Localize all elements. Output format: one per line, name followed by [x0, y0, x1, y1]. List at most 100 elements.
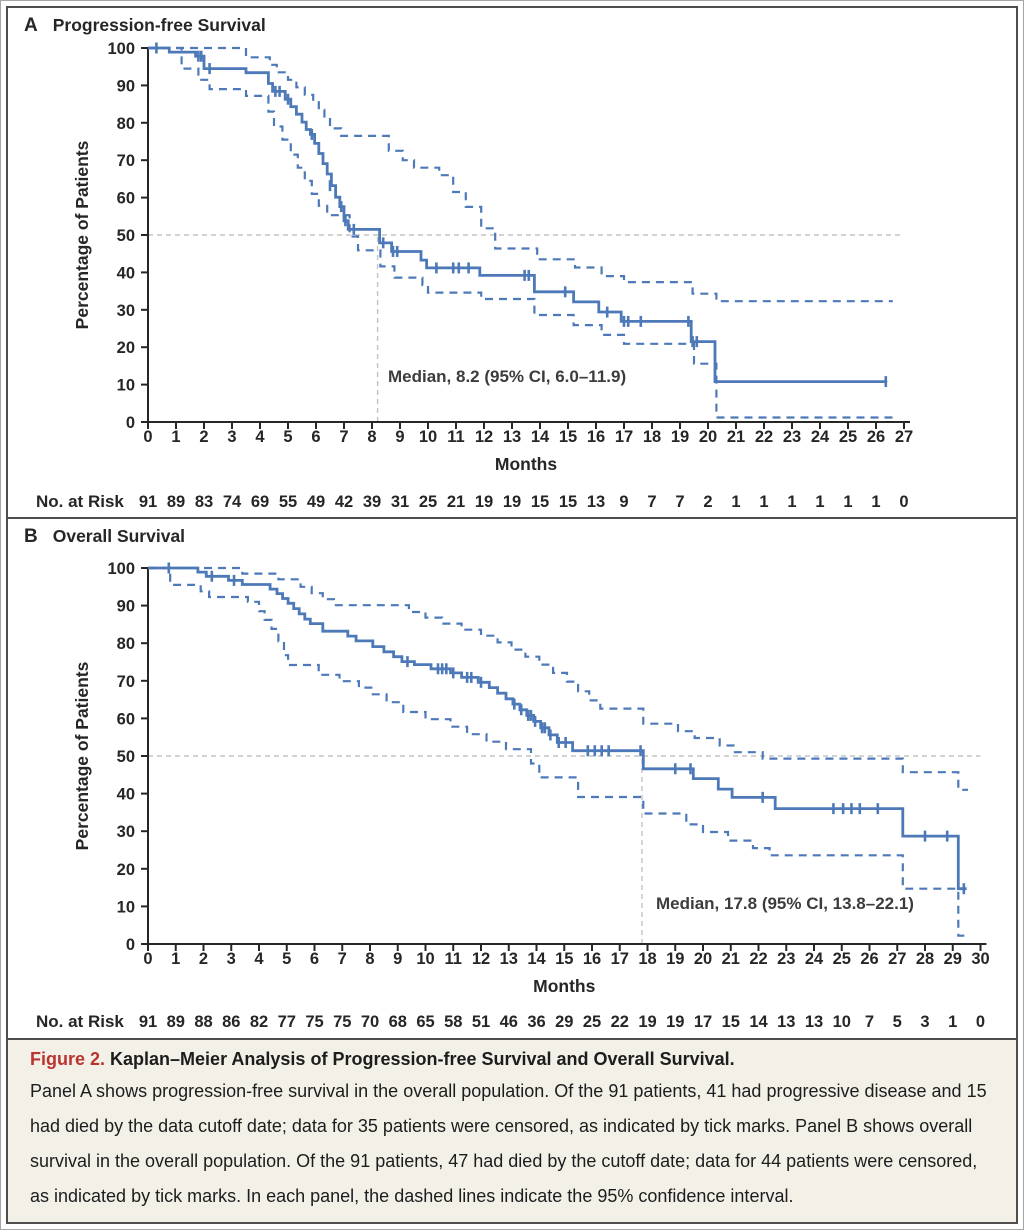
svg-text:2: 2: [199, 428, 208, 446]
svg-text:50: 50: [117, 748, 135, 766]
svg-text:21: 21: [727, 428, 745, 446]
figure-container: A Progression-free Survival 0 10 20 30 40 50 6…: [6, 6, 1018, 1224]
svg-text:13: 13: [500, 950, 518, 968]
svg-text:1: 1: [171, 950, 180, 968]
svg-text:10: 10: [419, 428, 437, 446]
svg-text:82: 82: [250, 1013, 268, 1031]
svg-text:2: 2: [199, 950, 208, 968]
svg-text:7: 7: [338, 950, 347, 968]
caption-title-text: Kaplan–Meier Analysis of Progression-fre…: [110, 1049, 735, 1069]
svg-text:2: 2: [703, 493, 712, 511]
svg-text:19: 19: [638, 1013, 656, 1031]
svg-text:70: 70: [361, 1013, 379, 1031]
panel-b-confidence-interval-lines: [148, 566, 968, 937]
svg-text:20: 20: [117, 860, 135, 878]
svg-text:19: 19: [503, 493, 521, 511]
svg-text:22: 22: [755, 428, 773, 446]
svg-text:75: 75: [305, 1013, 323, 1031]
svg-text:49: 49: [307, 493, 325, 511]
svg-text:19: 19: [666, 950, 684, 968]
svg-text:14: 14: [531, 428, 550, 446]
svg-text:3: 3: [920, 1013, 929, 1031]
svg-text:24: 24: [811, 428, 830, 446]
svg-text:1: 1: [171, 428, 180, 446]
panel-a-progression-free-survival: A Progression-free Survival 0 10 20 30 40 50 6…: [8, 8, 1016, 517]
svg-text:12: 12: [475, 428, 493, 446]
svg-text:29: 29: [555, 1013, 573, 1031]
svg-text:65: 65: [416, 1013, 434, 1031]
caption-figure-tag: Figure 2.: [30, 1049, 106, 1069]
panel-b-censor-marks: [167, 562, 966, 894]
svg-text:68: 68: [389, 1013, 407, 1031]
svg-text:18: 18: [643, 428, 661, 446]
panel-b-letter: B: [24, 525, 38, 547]
svg-text:42: 42: [335, 493, 353, 511]
svg-text:88: 88: [194, 1013, 212, 1031]
panel-a-no-at-risk-row: No. at Risk 91 89 83 74 69 55 49 42 39 31 25 21 19 19 1…: [36, 492, 909, 511]
svg-text:58: 58: [444, 1013, 462, 1031]
svg-text:1: 1: [787, 493, 796, 511]
svg-text:46: 46: [500, 1013, 518, 1031]
svg-text:23: 23: [777, 950, 795, 968]
svg-text:21: 21: [722, 950, 740, 968]
svg-text:15: 15: [559, 428, 577, 446]
svg-text:0: 0: [126, 414, 135, 432]
panel-b-overall-survival: B Overall Survival 0 10 20 30 40 50 60 70 80 90 10…: [8, 516, 1016, 1038]
svg-text:28: 28: [916, 950, 934, 968]
svg-text:70: 70: [117, 152, 135, 170]
svg-text:5: 5: [282, 950, 291, 968]
svg-text:15: 15: [531, 493, 549, 511]
svg-text:13: 13: [805, 1013, 823, 1031]
panel-a-confidence-interval-lines: [148, 46, 893, 419]
svg-text:7: 7: [339, 428, 348, 446]
svg-text:74: 74: [223, 493, 242, 511]
svg-text:8: 8: [367, 428, 376, 446]
svg-text:27: 27: [888, 950, 906, 968]
svg-text:13: 13: [777, 1013, 795, 1031]
svg-text:3: 3: [227, 428, 236, 446]
svg-text:91: 91: [139, 1013, 157, 1031]
svg-text:100: 100: [107, 40, 135, 58]
svg-text:80: 80: [117, 635, 135, 653]
svg-text:30: 30: [117, 302, 135, 320]
svg-text:70: 70: [117, 672, 135, 690]
svg-text:26: 26: [860, 950, 878, 968]
svg-text:14: 14: [749, 1013, 768, 1031]
svg-text:18: 18: [638, 950, 656, 968]
svg-text:No. at Risk: No. at Risk: [36, 1012, 124, 1031]
caption-body-text: Panel A shows progression-free survival …: [30, 1081, 987, 1206]
svg-text:No. at Risk: No. at Risk: [36, 492, 124, 511]
svg-text:1: 1: [843, 493, 852, 511]
svg-text:0: 0: [899, 493, 908, 511]
svg-text:15: 15: [722, 1013, 740, 1031]
panel-a-y-axis-title: Percentage of Patients: [72, 140, 92, 329]
svg-text:9: 9: [619, 493, 628, 511]
svg-text:17: 17: [611, 950, 629, 968]
svg-text:39: 39: [363, 493, 381, 511]
svg-text:17: 17: [694, 1013, 712, 1031]
svg-text:10: 10: [416, 950, 434, 968]
svg-text:19: 19: [666, 1013, 684, 1031]
svg-text:83: 83: [195, 493, 213, 511]
svg-text:15: 15: [559, 493, 577, 511]
svg-text:90: 90: [117, 77, 135, 95]
svg-text:1: 1: [759, 493, 768, 511]
svg-text:0: 0: [143, 950, 152, 968]
panel-b-reference-lines: [148, 754, 981, 944]
svg-text:91: 91: [139, 493, 157, 511]
panel-b-title: Overall Survival: [52, 525, 186, 546]
svg-text:23: 23: [783, 428, 801, 446]
svg-text:0: 0: [126, 936, 135, 954]
svg-text:8: 8: [365, 950, 374, 968]
svg-text:7: 7: [675, 493, 684, 511]
panel-b-y-axis-title: Percentage of Patients: [72, 661, 92, 850]
svg-text:69: 69: [251, 493, 269, 511]
svg-text:90: 90: [117, 597, 135, 615]
svg-text:6: 6: [310, 950, 319, 968]
svg-text:16: 16: [587, 428, 605, 446]
svg-text:30: 30: [971, 950, 989, 968]
svg-text:13: 13: [587, 493, 605, 511]
